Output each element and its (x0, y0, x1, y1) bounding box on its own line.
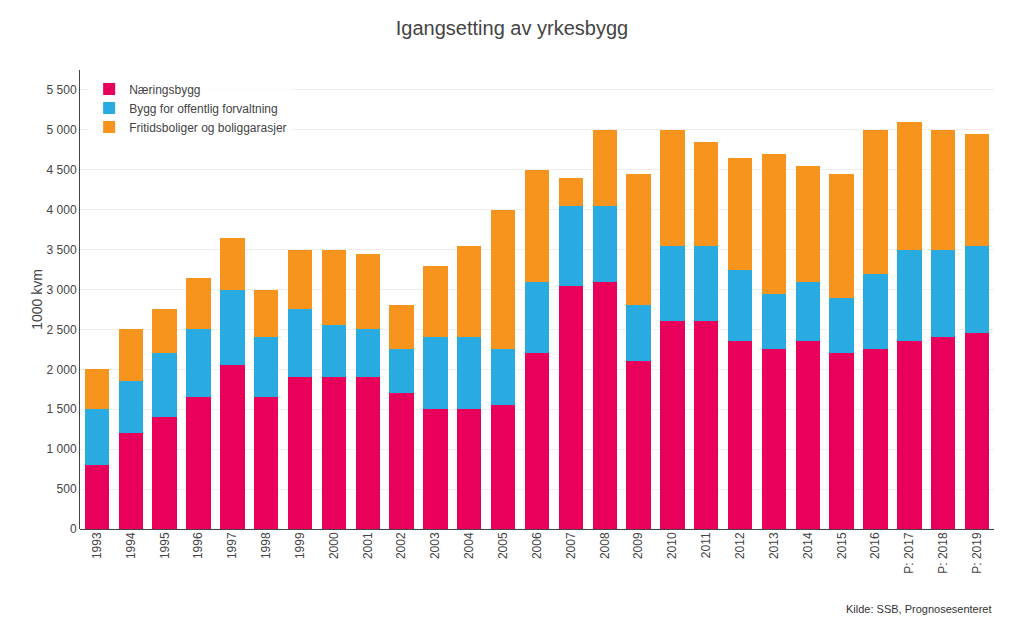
svg-text:Kilde: SSB, Prognosesenteret: Kilde: SSB, Prognosesenteret (846, 603, 992, 615)
svg-text:500: 500 (57, 482, 77, 496)
svg-text:2013: 2013 (767, 532, 781, 559)
svg-text:2001: 2001 (361, 532, 375, 559)
svg-text:2015: 2015 (835, 532, 849, 559)
svg-text:2002: 2002 (394, 532, 408, 559)
svg-text:4 500: 4 500 (47, 163, 77, 177)
svg-text:4 000: 4 000 (47, 203, 77, 217)
svg-text:P: 2018: P: 2018 (936, 532, 950, 574)
svg-text:2009: 2009 (631, 532, 645, 559)
svg-text:1 000: 1 000 (47, 442, 77, 456)
svg-text:2011: 2011 (699, 532, 713, 558)
svg-text:2016: 2016 (868, 532, 882, 559)
svg-text:1994: 1994 (124, 532, 138, 559)
svg-text:1998: 1998 (259, 532, 273, 559)
svg-text:P: 2017: P: 2017 (902, 532, 916, 574)
svg-text:2005: 2005 (496, 532, 510, 559)
svg-text:2 000: 2 000 (47, 363, 77, 377)
svg-text:2014: 2014 (801, 532, 815, 559)
svg-text:2007: 2007 (564, 532, 578, 559)
svg-text:1997: 1997 (225, 532, 239, 559)
svg-text:2010: 2010 (665, 532, 679, 559)
svg-text:2 500: 2 500 (47, 323, 77, 337)
svg-text:2012: 2012 (733, 532, 747, 559)
svg-text:Igangsetting av yrkesbygg: Igangsetting av yrkesbygg (396, 17, 628, 39)
svg-text:1 500: 1 500 (47, 402, 77, 416)
svg-text:2003: 2003 (428, 532, 442, 559)
svg-text:2004: 2004 (462, 532, 476, 559)
svg-text:1996: 1996 (191, 532, 205, 559)
svg-text:3 000: 3 000 (47, 283, 77, 297)
svg-text:2006: 2006 (530, 532, 544, 559)
svg-text:Bygg for offentlig forvaltning: Bygg for offentlig forvaltning (129, 102, 278, 116)
svg-text:1999: 1999 (293, 532, 307, 559)
svg-text:P: 2019: P: 2019 (970, 532, 984, 574)
svg-text:1000 kvm: 1000 kvm (29, 269, 45, 330)
svg-text:1995: 1995 (158, 532, 172, 559)
svg-text:0: 0 (70, 522, 77, 536)
svg-text:5 500: 5 500 (47, 83, 77, 97)
svg-text:Fritidsboliger og boliggarasje: Fritidsboliger og boliggarasjer (129, 121, 286, 135)
svg-text:3 500: 3 500 (47, 243, 77, 257)
svg-text:1993: 1993 (90, 532, 104, 559)
svg-text:2000: 2000 (327, 532, 341, 559)
svg-text:5 000: 5 000 (47, 123, 77, 137)
svg-text:Næringsbygg: Næringsbygg (129, 83, 200, 97)
svg-text:2008: 2008 (598, 532, 612, 559)
